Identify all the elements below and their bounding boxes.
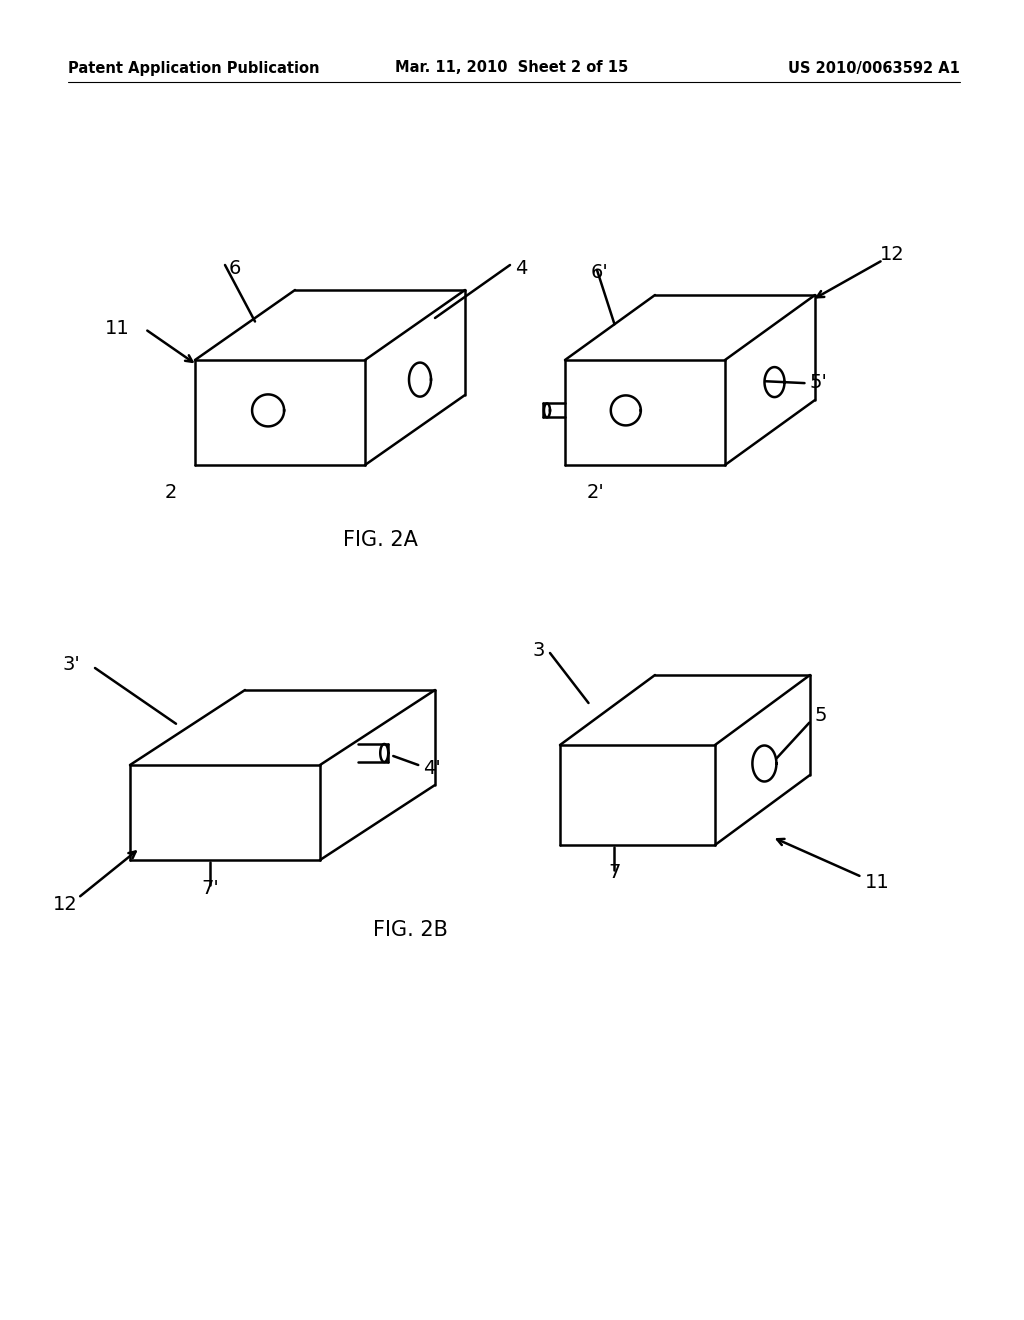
- Text: 6: 6: [228, 259, 242, 277]
- Text: Mar. 11, 2010  Sheet 2 of 15: Mar. 11, 2010 Sheet 2 of 15: [395, 61, 629, 75]
- Text: FIG. 2B: FIG. 2B: [373, 920, 447, 940]
- Text: 11: 11: [105, 319, 130, 338]
- Text: 4: 4: [515, 259, 527, 277]
- Text: 5: 5: [814, 706, 827, 725]
- Text: 5': 5': [810, 374, 827, 392]
- Text: 4': 4': [423, 759, 441, 777]
- Text: 2': 2': [586, 483, 604, 503]
- Text: 7': 7': [201, 879, 219, 898]
- Text: US 2010/0063592 A1: US 2010/0063592 A1: [788, 61, 961, 75]
- Text: 12: 12: [880, 246, 905, 264]
- Text: 12: 12: [52, 895, 78, 915]
- Text: Patent Application Publication: Patent Application Publication: [68, 61, 319, 75]
- Text: 3': 3': [62, 656, 80, 675]
- Text: 11: 11: [865, 874, 890, 892]
- Text: 7: 7: [608, 863, 621, 883]
- Text: 3: 3: [532, 640, 545, 660]
- Text: 6': 6': [590, 264, 608, 282]
- Text: FIG. 2A: FIG. 2A: [343, 531, 418, 550]
- Text: 2: 2: [165, 483, 177, 503]
